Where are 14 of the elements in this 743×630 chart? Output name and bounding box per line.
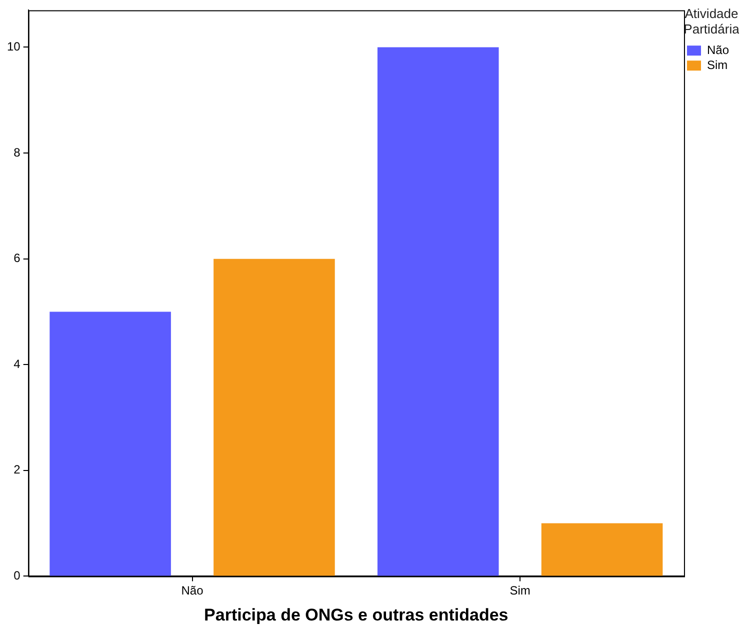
bar (541, 523, 663, 576)
bar (50, 312, 171, 576)
y-tick-label: 2 (14, 462, 21, 477)
bar (214, 258, 335, 576)
legend-title: Atividade Partidária (684, 6, 740, 37)
y-tick-label: 8 (14, 145, 21, 160)
y-tick-label: 6 (14, 251, 21, 266)
y-tick-label: 4 (14, 356, 21, 371)
legend-label: Não (706, 42, 730, 57)
y-tick-label: 10 (6, 40, 21, 54)
y-tick-label: 0 (14, 568, 21, 583)
bar (377, 47, 499, 576)
legend-label: Sim (706, 58, 728, 72)
x-axis-title: Participa de ONGs e outras entidades (204, 605, 508, 624)
